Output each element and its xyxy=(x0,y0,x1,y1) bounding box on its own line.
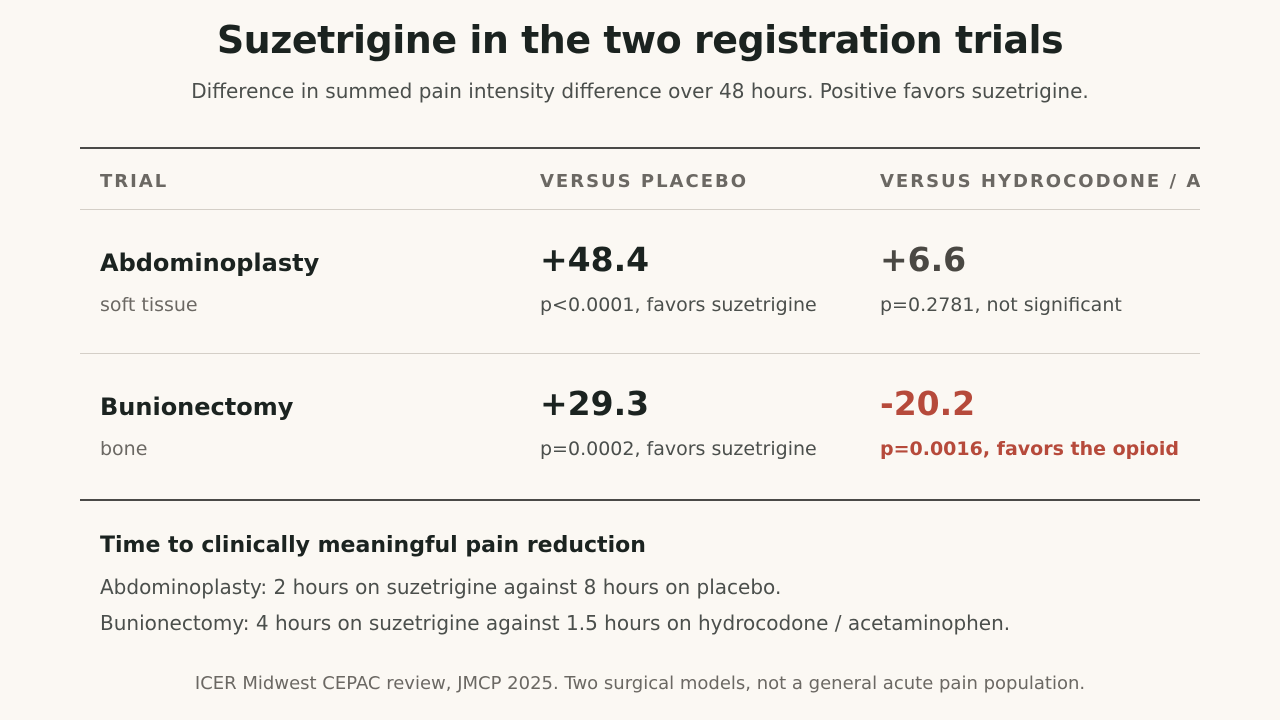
header-trial: TRIAL xyxy=(100,171,169,192)
trial-name: Abdominoplasty xyxy=(100,249,320,277)
results-table: TRIAL VERSUS PLACEBO VERSUS HYDROCODONE … xyxy=(80,147,1200,501)
opioid-note: p=0.0016, favors the opioid xyxy=(880,438,1179,460)
table-row: Abdominoplasty soft tissue +48.4 p<0.000… xyxy=(80,210,1200,354)
trial-name: Bunionectomy xyxy=(100,393,294,421)
page-title: Suzetrigine in the two registration tria… xyxy=(216,18,1064,62)
trial-model: soft tissue xyxy=(100,294,198,316)
opioid-note: p=0.2781, not significant xyxy=(880,294,1122,316)
placebo-value: +48.4 xyxy=(540,240,650,279)
table-row: Bunionectomy bone +29.3 p=0.0002, favors… xyxy=(80,354,1200,497)
opioid-value: -20.2 xyxy=(880,384,976,423)
page-subtitle: Difference in summed pain intensity diff… xyxy=(191,79,1089,103)
time-to-relief-line: Abdominoplasty: 2 hours on suzetrigine a… xyxy=(100,575,782,599)
time-to-relief-line: Bunionectomy: 4 hours on suzetrigine aga… xyxy=(100,611,1011,635)
opioid-value: +6.6 xyxy=(880,240,967,279)
source-footnote: ICER Midwest CEPAC review, JMCP 2025. Tw… xyxy=(194,673,1086,694)
header-versus-placebo: VERSUS PLACEBO xyxy=(540,171,749,192)
table-header-row: TRIAL VERSUS PLACEBO VERSUS HYDROCODONE … xyxy=(80,149,1200,210)
placebo-note: p<0.0001, favors suzetrigine xyxy=(540,294,817,316)
trial-model: bone xyxy=(100,438,148,460)
time-to-relief-heading: Time to clinically meaningful pain reduc… xyxy=(100,533,646,558)
placebo-note: p=0.0002, favors suzetrigine xyxy=(540,438,817,460)
header-versus-opioid: VERSUS HYDROCODONE / ACETAMINOPHEN xyxy=(880,171,1200,192)
placebo-value: +29.3 xyxy=(540,384,650,423)
